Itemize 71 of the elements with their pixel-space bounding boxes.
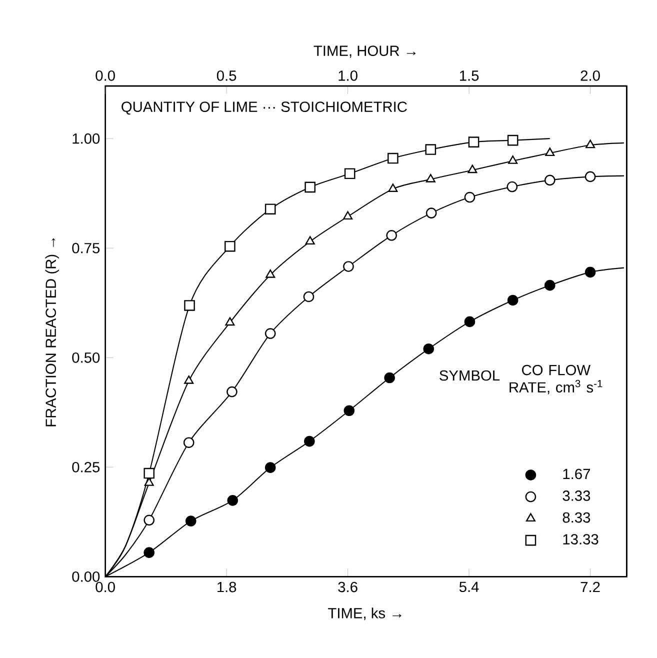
point — [305, 236, 315, 245]
y-tick-label: 0.50 — [72, 352, 100, 363]
x2-tick-label: 2.0 — [580, 70, 600, 81]
point — [144, 478, 154, 486]
point — [425, 144, 436, 155]
point — [183, 437, 194, 448]
point — [584, 171, 596, 182]
y-tick-label: 1.00 — [72, 133, 100, 144]
point — [468, 164, 478, 174]
x2-tick-label: 0.0 — [96, 70, 115, 81]
x2-tick-label: 0.5 — [216, 70, 236, 81]
point — [343, 261, 354, 272]
point — [226, 386, 238, 398]
point — [144, 514, 155, 526]
point — [507, 134, 518, 146]
point — [507, 294, 518, 306]
annotation: QUANTITY OF LIME ··· STOICHIOMETRIC — [122, 102, 407, 115]
y-tick-label: 0.25 — [72, 462, 100, 472]
point — [266, 269, 276, 278]
point — [384, 372, 395, 384]
point — [464, 316, 476, 328]
y-tick-label: 0.00 — [72, 571, 100, 582]
x-tick-label: 5.4 — [459, 582, 479, 592]
point — [304, 182, 316, 193]
x-axis-title: TIME, ks → — [328, 608, 402, 620]
point — [506, 181, 518, 192]
legend-label: 8.33 — [562, 512, 590, 523]
point — [464, 192, 476, 203]
point — [423, 343, 434, 354]
x-tick-label: 3.6 — [338, 582, 358, 592]
legend-label: 3.33 — [562, 490, 590, 501]
point — [264, 328, 276, 339]
point — [544, 174, 556, 186]
point — [344, 405, 355, 416]
x-tick-label: 0.0 — [96, 582, 115, 592]
x2-axis-title: TIME, HOUR → — [314, 46, 416, 58]
point — [584, 266, 596, 278]
point — [224, 240, 236, 252]
point — [184, 300, 195, 311]
point — [386, 230, 397, 241]
point — [144, 547, 155, 558]
x-tick-label: 7.2 — [580, 582, 600, 592]
point — [468, 136, 480, 148]
point — [303, 291, 314, 302]
annotation: SYMBOL — [440, 370, 500, 381]
point — [508, 156, 518, 164]
point — [586, 140, 596, 148]
point — [264, 204, 276, 215]
legend-label: 1.67 — [563, 468, 590, 480]
legend-title: CO FLOW RATE, cm$^{3}$ s$^{-1}$ — [510, 364, 602, 394]
point — [344, 168, 356, 180]
legend-label: 13.33 — [563, 534, 598, 544]
x2-tick-label: 1.0 — [338, 70, 358, 81]
point — [264, 462, 276, 473]
point — [227, 495, 238, 506]
point — [225, 317, 235, 326]
point — [388, 152, 398, 164]
x2-tick-label: 1.5 — [460, 70, 479, 81]
y-axis-title: FRACTION REACTED (R) → — [45, 238, 59, 426]
point — [545, 148, 555, 156]
point — [426, 208, 437, 218]
point — [144, 468, 155, 479]
y-tick-label: 0.75 — [72, 242, 100, 254]
point — [388, 184, 398, 192]
x-tick-label: 1.8 — [217, 582, 236, 592]
point — [544, 280, 556, 291]
point — [343, 211, 353, 220]
point — [184, 375, 194, 384]
point — [304, 436, 315, 447]
point — [426, 174, 436, 182]
point — [185, 516, 196, 526]
